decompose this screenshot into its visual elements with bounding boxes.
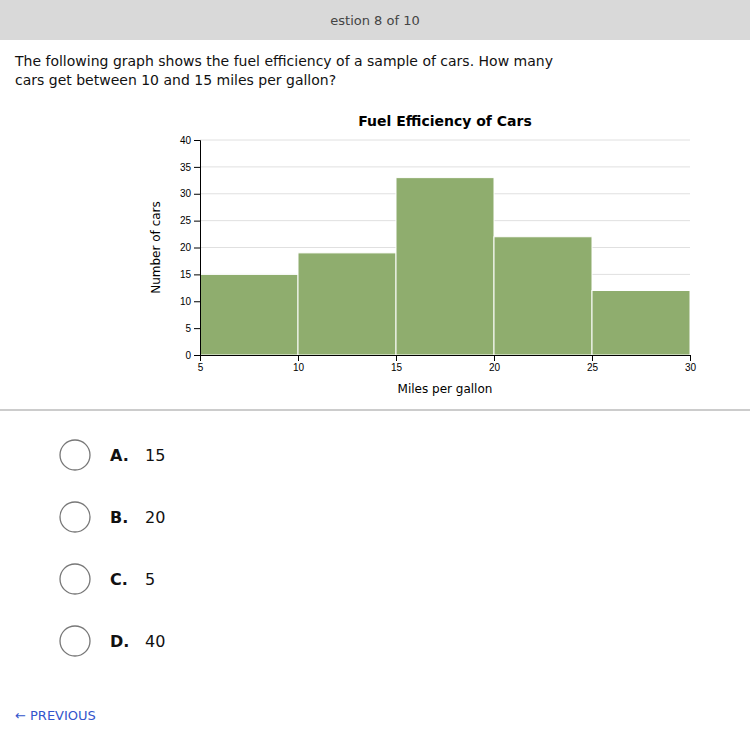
x-tick-label: 30 [685,362,697,373]
radio-button[interactable] [60,502,90,532]
x-tick-mark [592,355,593,361]
x-tick: 25 [587,355,599,373]
bar [494,237,592,355]
x-axis-title: Miles per gallon [398,382,493,396]
radio-button[interactable] [60,626,90,656]
y-tick: 5 [185,323,200,334]
bar [396,178,494,355]
page: estion 8 of 10 The following graph shows … [0,0,750,750]
bar [592,291,690,356]
x-tick-label: 10 [293,362,305,373]
x-tick-mark [396,355,397,361]
x-tick-label: 5 [198,362,204,373]
x-tick-label: 25 [587,362,599,373]
choice-letter[interactable]: D. [110,632,129,651]
y-tick: 20 [180,242,200,253]
y-tick: 10 [180,296,200,307]
radio-button[interactable] [60,440,90,470]
bar [298,253,396,355]
y-tick-mark [194,167,200,168]
y-tick-mark [194,248,200,249]
y-tick-label: 0 [185,350,191,361]
y-tick-label: 30 [180,188,192,199]
y-tick-label: 10 [180,296,192,307]
separator [0,409,750,411]
radio-button[interactable] [60,564,90,594]
answer-choice[interactable]: A. 15 [60,440,165,470]
answer-choice[interactable]: D. 40 [60,626,165,656]
choice-text[interactable]: 5 [145,570,155,589]
y-tick-mark [194,140,200,141]
y-tick-label: 25 [180,215,192,226]
x-tick-mark [298,355,299,361]
answer-choice[interactable]: C. 5 [60,564,155,594]
bar [200,274,298,355]
x-tick-label: 15 [391,362,403,373]
y-axis: 0 5 10 15 20 25 30 35 40 [180,135,201,361]
y-tick-mark [194,221,200,222]
x-tick-label: 20 [489,362,501,373]
choice-text[interactable]: 20 [145,508,165,527]
y-tick-mark [194,194,200,195]
y-tick: 40 [180,135,200,146]
y-tick-label: 35 [180,162,192,173]
question-text: The following graph shows the fuel effic… [14,53,553,88]
header-bar [0,0,750,40]
x-tick: 5 [198,355,204,373]
y-tick: 35 [180,162,200,173]
choice-text[interactable]: 40 [145,632,165,651]
x-tick: 30 [685,355,697,373]
y-tick-mark [194,301,200,302]
y-tick-mark [194,274,200,275]
y-tick: 30 [180,188,200,199]
y-tick-label: 5 [185,323,191,334]
x-tick-mark [690,355,691,361]
previous-button[interactable]: ← PREVIOUS [15,708,96,723]
grid-line [200,140,690,141]
choice-letter[interactable]: C. [110,570,128,589]
y-tick-label: 15 [180,269,192,280]
choice-letter[interactable]: B. [110,508,128,527]
y-tick: 15 [180,269,200,280]
choice-text[interactable]: 15 [145,446,165,465]
grid [200,140,690,355]
x-axis: 5 10 15 20 25 30 [198,355,697,373]
x-tick: 20 [489,355,501,373]
y-axis-title: Number of cars [149,201,163,294]
x-tick-mark [494,355,495,361]
y-tick: 25 [180,215,200,226]
x-tick: 15 [391,355,403,373]
header-text: estion 8 of 10 [330,13,419,28]
grid-line [200,166,690,167]
y-tick: 0 [185,350,200,361]
chart-title: Fuel Efficiency of Cars [358,113,532,129]
y-tick-label: 20 [180,242,192,253]
y-tick-mark [194,355,200,356]
y-tick-mark [194,328,200,329]
bars [200,178,690,355]
y-tick-label: 40 [180,135,192,146]
y-axis-line [194,141,201,356]
answer-choice[interactable]: B. 20 [60,502,165,532]
x-axis-line [201,356,691,362]
x-tick: 10 [293,355,305,373]
choice-letter[interactable]: A. [110,446,129,465]
